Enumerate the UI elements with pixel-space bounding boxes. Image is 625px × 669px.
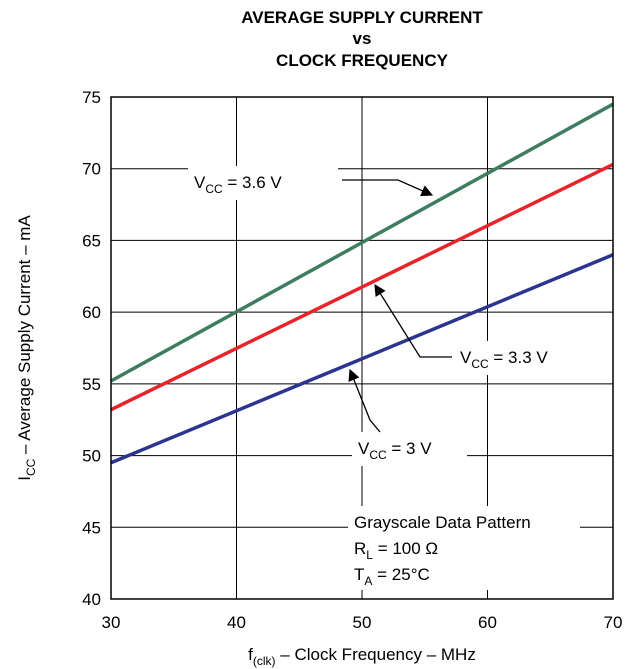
series-label-vcc-3: VCC = 3 V [358, 439, 432, 462]
y-tick-label-45: 45 [82, 518, 101, 537]
y-tick-label-65: 65 [82, 231, 101, 250]
y-tick-label-50: 50 [82, 447, 101, 466]
y-tick-label-40: 40 [82, 590, 101, 609]
y-axis-label: ICC – Average Supply Current – mA [15, 215, 38, 481]
y-tick-label-70: 70 [82, 160, 101, 179]
y-tick-labels: 40 45 50 55 60 65 70 75 [82, 88, 101, 609]
x-tick-label-50: 50 [353, 613, 372, 632]
x-tick-label-30: 30 [102, 613, 121, 632]
plot-frame [110, 96, 614, 600]
series-line-1 [110, 102, 614, 383]
x-axis-label: f(clk) – Clock Frequency – MHz [248, 645, 476, 668]
label-bg-vcc-3-6 [188, 166, 338, 200]
pointer-vcc-3-3 [374, 284, 452, 358]
y-tick-label-75: 75 [82, 88, 101, 107]
condition-ambient-temp: TA = 25°C [354, 565, 430, 588]
x-tick-label-60: 60 [478, 613, 497, 632]
pointer-vcc-3 [348, 368, 381, 433]
series-label-vcc-3-6: VCC = 3.6 V [194, 173, 282, 196]
pointer-vcc-3-6 [342, 179, 434, 197]
condition-pattern: Grayscale Data Pattern [354, 513, 531, 532]
x-tick-label-70: 70 [604, 613, 623, 632]
condition-load-resistance: RL = 100 Ω [354, 539, 438, 562]
chart-title-line-2: vs [353, 29, 372, 48]
y-tick-label-55: 55 [82, 375, 101, 394]
series-label-vcc-3-3: VCC = 3.3 V [460, 348, 548, 371]
series-group [110, 102, 614, 465]
chart-title-line-3: CLOCK FREQUENCY [276, 51, 449, 70]
x-tick-label-40: 40 [227, 613, 246, 632]
y-tick-label-60: 60 [82, 303, 101, 322]
series-line-3 [110, 253, 614, 465]
conditions-bg [348, 506, 580, 590]
x-tick-labels: 30 40 50 60 70 [102, 613, 623, 632]
label-bg-vcc-3-3 [454, 341, 584, 375]
label-bg-vcc-3 [352, 432, 467, 466]
chart-title-line-1: AVERAGE SUPPLY CURRENT [241, 8, 483, 27]
series-line-2 [110, 162, 614, 412]
